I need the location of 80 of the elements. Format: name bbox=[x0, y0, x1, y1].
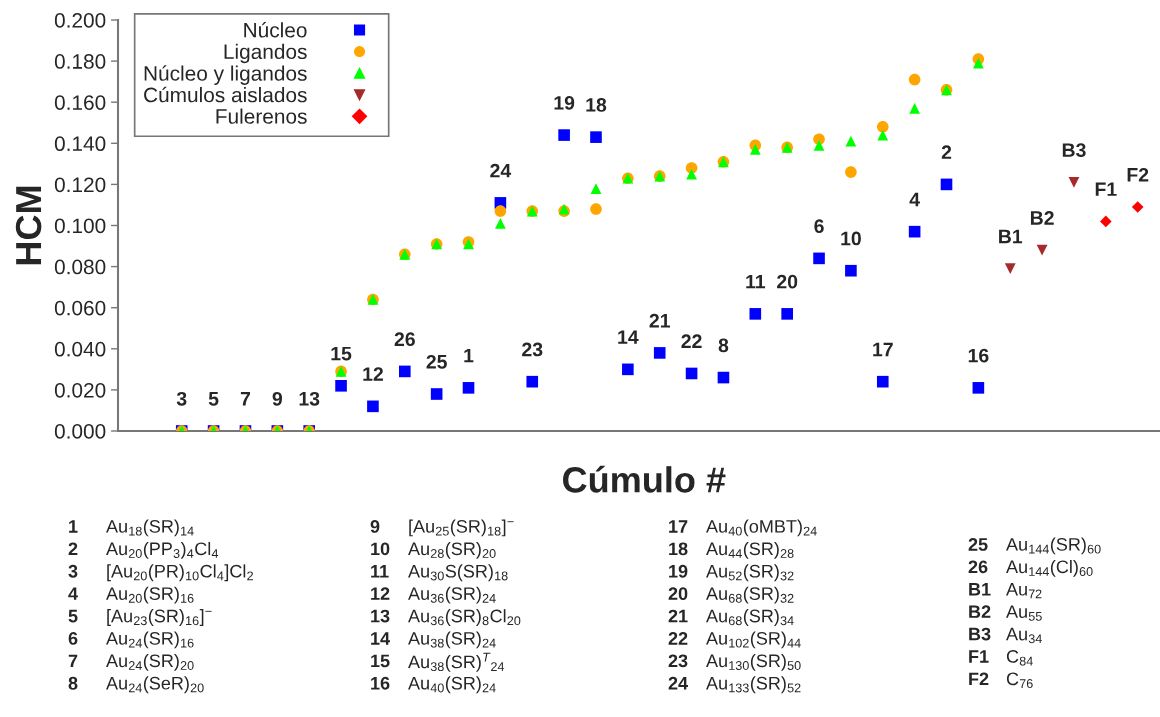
y-tick-label: 0.140 bbox=[54, 136, 106, 152]
text: 5 [Au$_{23}$(SR)$_{16}$]$^{−}$ bbox=[68, 609, 212, 626]
text: 16 Au$_{40}$(SR)$_{24}$ bbox=[371, 676, 496, 694]
y-tick-label: 0.000 bbox=[54, 424, 106, 439]
text: 18 Au$_{44}$(SR)$_{28}$ bbox=[669, 541, 794, 559]
x-tick-label: 8 bbox=[718, 338, 729, 353]
text: 25 Au$_{144}$(SR)$_{60}$ bbox=[968, 537, 1101, 555]
x-tick-label: 18 bbox=[586, 98, 607, 112]
x-tick-label: 14 bbox=[618, 330, 639, 344]
text: 1 Au$_{18}$(SR)$_{14}$ bbox=[69, 519, 194, 537]
text: 3 [Au$_{20}$(PR)$_{10}$Cl$_{4}$]Cl$_{2}$ bbox=[68, 564, 253, 582]
text: 21 Au$_{68}$(SR)$_{34}$ bbox=[668, 609, 794, 626]
legend-label: Núcleo bbox=[244, 22, 307, 38]
x-tick-label: 19 bbox=[554, 95, 575, 110]
x-tick-label: 3 bbox=[176, 391, 187, 406]
x-tick-label: 1 bbox=[464, 348, 474, 363]
x-tick-label: 12 bbox=[363, 367, 383, 381]
text: 24 Au$_{133}$(SR)$_{52}$ bbox=[668, 676, 801, 694]
text: 7 Au$_{24}$(SR)$_{20}$ bbox=[68, 653, 194, 671]
text: 10 Au$_{28}$(SR)$_{20}$ bbox=[371, 541, 496, 559]
text: 23 Au$_{130}$(SR)$_{50}$ bbox=[668, 653, 801, 671]
x-tick-label: B3 bbox=[1062, 143, 1086, 158]
legend-label: Ligandos bbox=[224, 43, 307, 64]
x-axis-title: Cúmulo # bbox=[563, 465, 726, 493]
text: 14 Au$_{38}$(SR)$_{24}$ bbox=[371, 631, 496, 649]
text: 6 Au$_{24}$(SR)$_{16}$ bbox=[68, 631, 194, 649]
legend-label: Fulerenos bbox=[216, 108, 307, 124]
text: 22 Au$_{102}$(SR)$_{44}$ bbox=[668, 631, 801, 649]
x-tick-label: F1 bbox=[1095, 182, 1117, 196]
x-tick-label: 9 bbox=[272, 391, 283, 406]
text: 19 Au$_{52}$(SR)$_{32}$ bbox=[669, 564, 794, 582]
x-tick-label: 10 bbox=[841, 231, 861, 246]
x-tick-label: 11 bbox=[746, 274, 766, 289]
x-tick-label: 22 bbox=[681, 334, 702, 348]
text: 17 Au$_{40}$(oMBT)$_{24}$ bbox=[669, 519, 817, 537]
x-tick-label: 23 bbox=[522, 342, 543, 357]
text: 26 Au$_{144}$(Cl)$_{60}$ bbox=[968, 559, 1093, 577]
y-tick-label: 0.080 bbox=[54, 259, 106, 275]
text: 9 [Au$_{25}$(SR)$_{18}$]$^{−}$ bbox=[370, 519, 514, 537]
text: 13 Au$_{36}$(SR)$_{8}$Cl$_{20}$ bbox=[371, 609, 521, 626]
y-tick-label: 0.180 bbox=[54, 54, 106, 69]
text: 20 Au$_{68}$(SR)$_{32}$ bbox=[668, 586, 794, 604]
y-tick-label: 0.120 bbox=[54, 177, 106, 193]
x-tick-label: 4 bbox=[909, 192, 920, 207]
text: 4 Au$_{20}$(SR)$_{16}$ bbox=[68, 586, 194, 604]
x-tick-label: 16 bbox=[968, 348, 989, 363]
x-tick-label: 13 bbox=[299, 391, 320, 406]
x-tick-label: 15 bbox=[331, 346, 352, 361]
text: B2 Au$_{55}$ bbox=[969, 605, 1042, 621]
x-tick-label: 20 bbox=[777, 274, 798, 289]
x-tick-label: 26 bbox=[394, 332, 415, 347]
text: 2 Au$_{20}$(PP$_{3}$)$_{4}$Cl$_{4}$ bbox=[68, 541, 219, 559]
y-tick-label: 0.100 bbox=[54, 218, 106, 234]
y-tick-label: 0.060 bbox=[54, 300, 106, 316]
text: 8 Au$_{24}$(SeR)$_{20}$ bbox=[68, 676, 204, 694]
text: F2 C$_{76}$ bbox=[969, 672, 1033, 689]
y-tick-label: 0.160 bbox=[54, 95, 106, 110]
x-tick-label: 17 bbox=[873, 342, 893, 357]
legend-label: Cúmulos aislados bbox=[144, 86, 307, 103]
text: B3 Au$_{34}$ bbox=[969, 627, 1042, 644]
y-tick-label: 0.020 bbox=[54, 382, 106, 398]
x-tick-label: 25 bbox=[426, 354, 447, 369]
x-tick-label: 5 bbox=[208, 392, 219, 406]
x-tick-label: 21 bbox=[649, 313, 670, 328]
legend-label: Núcleo y ligandos bbox=[144, 65, 307, 85]
x-tick-label: B2 bbox=[1030, 211, 1054, 225]
text: 11 Au$_{30}$S(SR)$_{18}$ bbox=[371, 564, 508, 582]
text: B1 Au$_{72}$ bbox=[969, 583, 1042, 599]
x-tick-label: B1 bbox=[999, 229, 1023, 244]
text: 15 Au$_{38}$(SR)$^{T}$$_{24}$ bbox=[371, 652, 505, 672]
y-tick-label: 0.040 bbox=[54, 341, 106, 357]
x-tick-label: 6 bbox=[814, 219, 824, 234]
x-tick-label: 24 bbox=[490, 163, 512, 178]
text: 12 Au$_{36}$(SR)$_{24}$ bbox=[371, 586, 496, 604]
x-tick-label: 7 bbox=[240, 392, 251, 406]
y-axis-title: HCM bbox=[15, 186, 42, 265]
x-tick-label: 2 bbox=[941, 145, 952, 159]
x-tick-label: F2 bbox=[1127, 167, 1149, 182]
y-tick-label: 0.200 bbox=[54, 13, 106, 28]
text: F1 C$_{84}$ bbox=[969, 650, 1033, 666]
